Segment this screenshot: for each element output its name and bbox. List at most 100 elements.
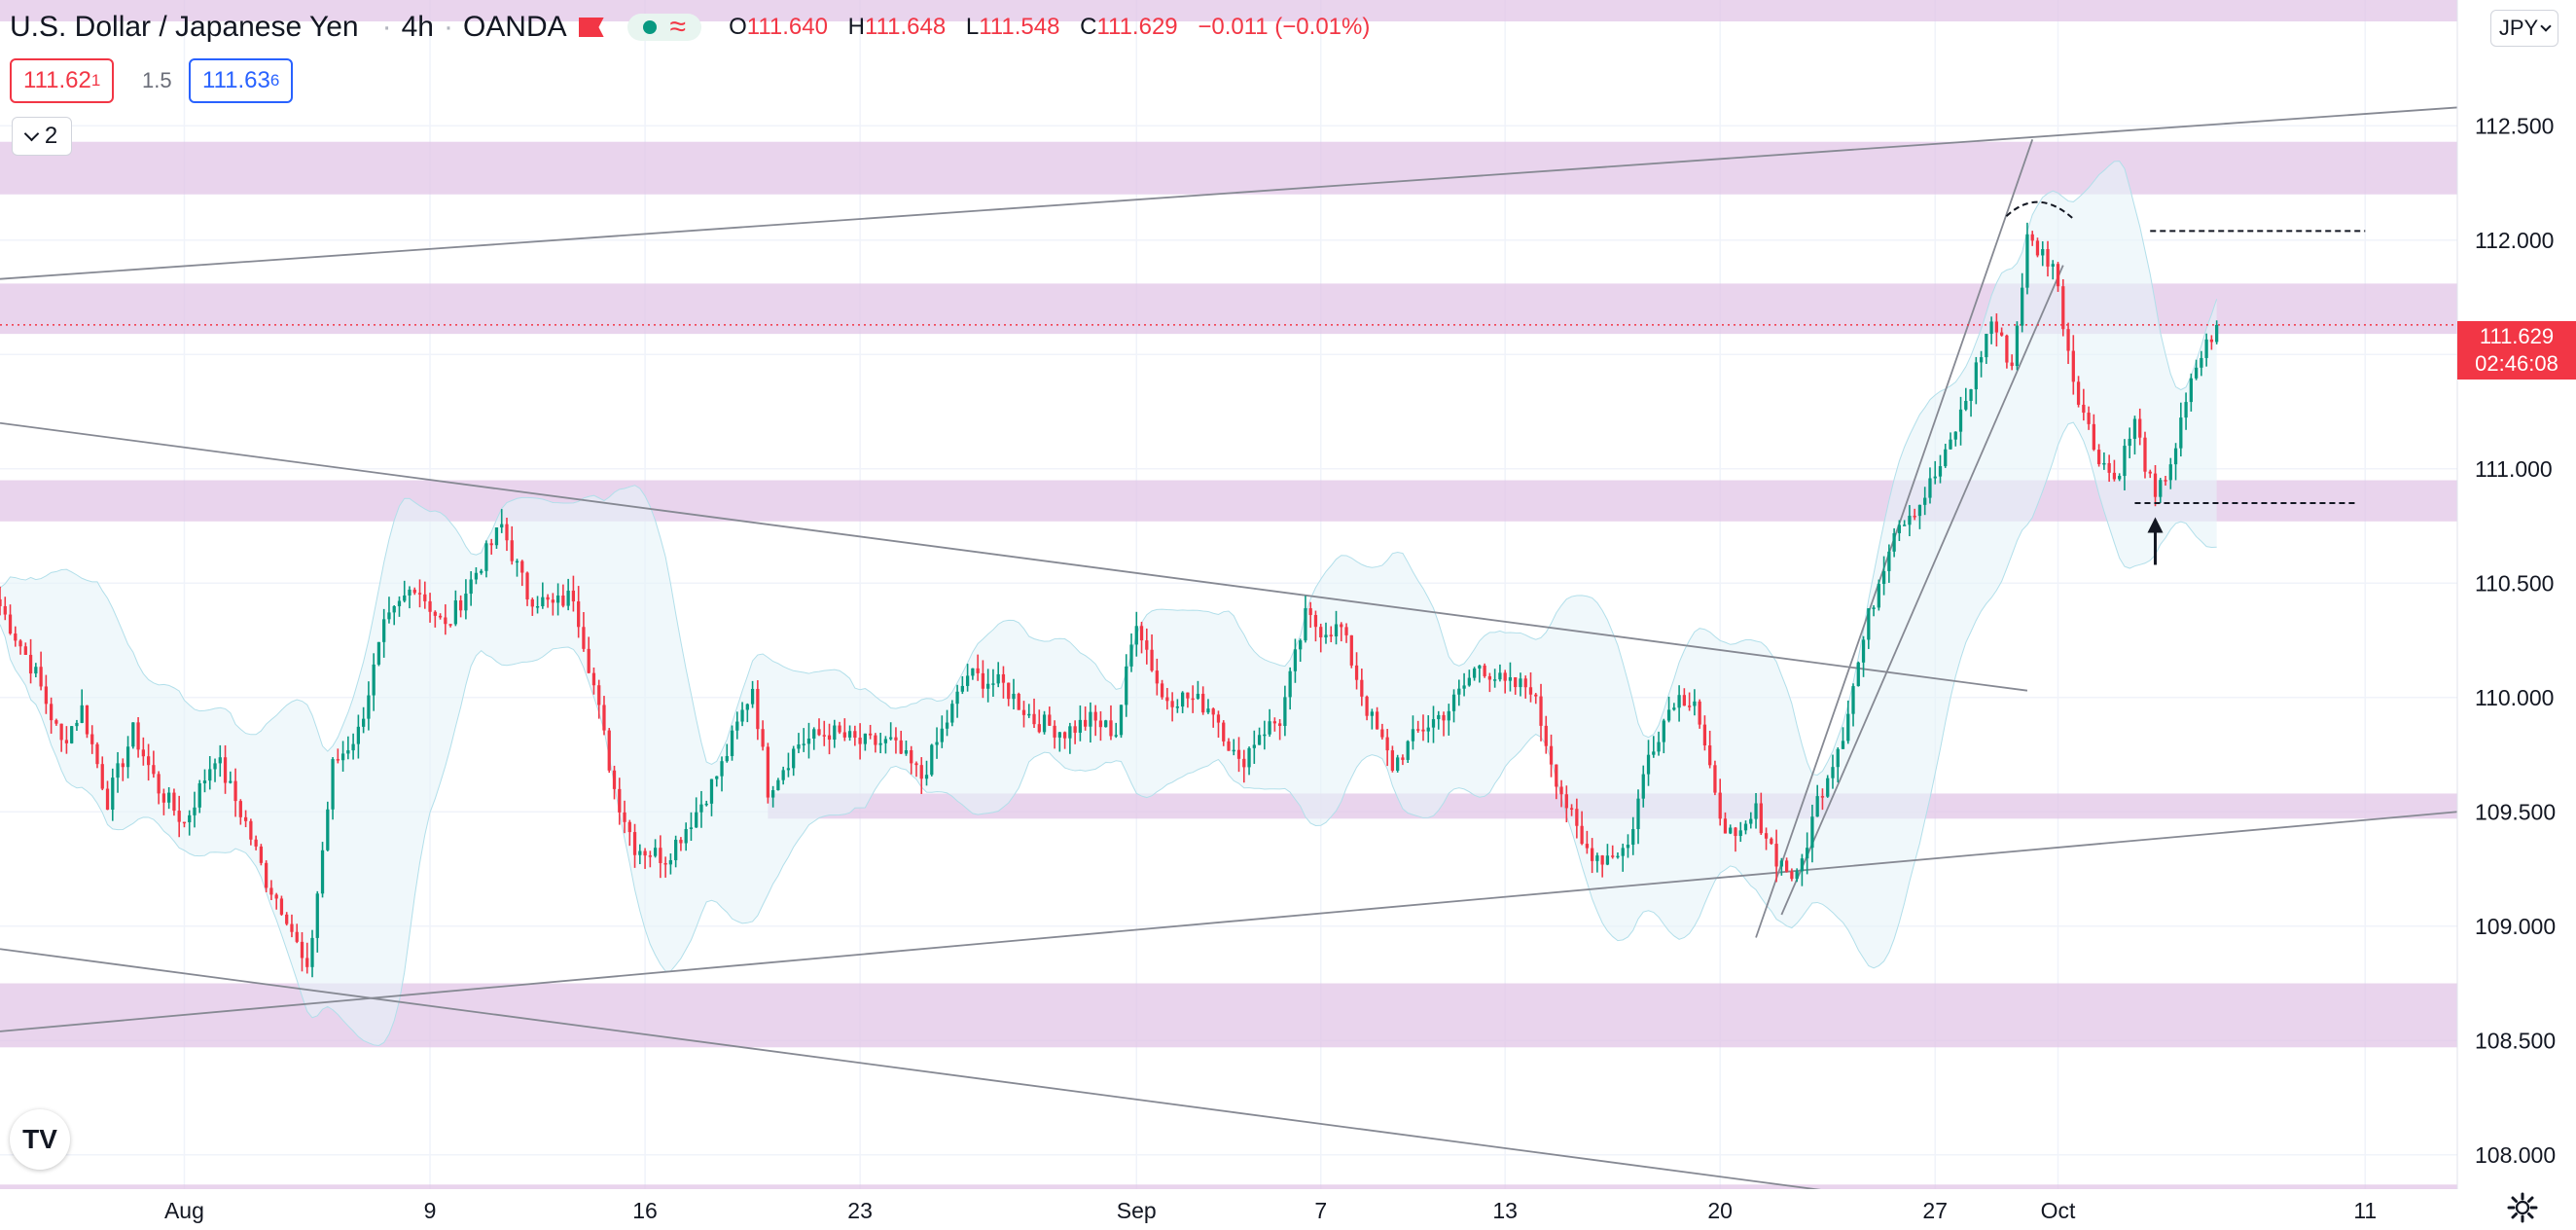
candle-body — [310, 937, 314, 967]
candle-body — [924, 775, 929, 779]
candle-body — [376, 641, 381, 665]
tradingview-logo-icon[interactable]: TV — [10, 1109, 70, 1170]
candle-body — [1923, 497, 1927, 505]
candle-body — [919, 765, 923, 779]
candle-body — [1800, 858, 1805, 872]
candle-body — [105, 788, 110, 811]
candle-body — [1145, 640, 1149, 650]
candle-body — [1580, 825, 1584, 845]
candle-body — [1723, 818, 1728, 834]
candle-body — [1682, 695, 1686, 706]
candle-body — [1867, 608, 1871, 640]
candle-body — [1313, 615, 1318, 628]
separator-dot: · — [381, 11, 392, 43]
candle-body — [2071, 350, 2075, 382]
candle-body — [1057, 732, 1061, 738]
gear-icon[interactable] — [2506, 1191, 2539, 1224]
candle-body — [254, 839, 258, 847]
candle-body — [1989, 321, 1993, 335]
market-status-pill[interactable]: ≈ — [626, 13, 702, 42]
candle-body — [668, 859, 673, 865]
candle-body — [1621, 848, 1625, 856]
candle-body — [2066, 329, 2070, 351]
candle-body — [1216, 714, 1221, 723]
candle-body — [1308, 608, 1312, 616]
buy-button[interactable]: 111.63 6 — [189, 58, 294, 103]
candle-body — [249, 820, 253, 840]
currency-button[interactable]: JPY — [2490, 10, 2558, 47]
candle-body — [1181, 692, 1185, 707]
separator-dot: · — [443, 11, 453, 43]
candle-body — [1078, 719, 1083, 733]
candle-body — [3, 605, 7, 615]
sell-button[interactable]: 111.62 1 — [10, 58, 115, 103]
candle-body — [766, 746, 770, 798]
candle-body — [1406, 741, 1410, 760]
candle-body — [971, 668, 975, 676]
candle-body — [340, 753, 345, 761]
candle-body — [1949, 439, 1952, 450]
candle-body — [1881, 570, 1886, 585]
candle-body — [1068, 726, 1072, 739]
chevron-down-icon — [23, 126, 40, 141]
flag-icon[interactable] — [578, 18, 604, 37]
exchange-label[interactable]: OANDA — [462, 11, 567, 43]
candle-body — [1354, 665, 1359, 680]
symbol-title[interactable]: U.S. Dollar / Japanese Yen — [10, 11, 359, 43]
candle-body — [914, 763, 918, 766]
candle-body — [1329, 634, 1333, 636]
legend-header: U.S. Dollar / Japanese Yen · 4h · OANDA … — [0, 0, 1383, 54]
candle-body — [1344, 627, 1348, 635]
candle-body — [1944, 449, 1948, 467]
change-value: −0.011 (−0.01%) — [1198, 14, 1371, 40]
candle-body — [2153, 473, 2158, 497]
candle-body — [607, 730, 611, 771]
candle-body — [858, 738, 862, 744]
candle-body — [1985, 334, 1988, 358]
candle-body — [356, 726, 361, 744]
last-price-label: 111.629 02:46:08 — [2457, 321, 2576, 380]
candle-body — [976, 668, 980, 673]
open-key: O — [729, 14, 747, 40]
candle-body — [474, 572, 479, 580]
indicators-count: 2 — [44, 123, 58, 149]
bar-countdown: 02:46:08 — [2475, 351, 2558, 376]
candle-body — [1483, 665, 1486, 676]
candle-body — [259, 846, 264, 863]
candle-body — [1662, 720, 1665, 742]
candle-body — [1242, 758, 1246, 768]
candle-body — [771, 790, 775, 798]
candle-body — [1693, 701, 1697, 706]
candle-body — [2189, 378, 2193, 403]
candle-body — [2030, 234, 2034, 241]
candle-body — [802, 743, 805, 745]
candle-body — [1903, 525, 1907, 526]
candle-body — [1263, 734, 1267, 737]
candle-body — [1431, 719, 1436, 728]
candle-body — [2143, 437, 2147, 472]
candle-body — [663, 862, 667, 865]
candle-body — [1375, 711, 1379, 730]
candle-body — [229, 780, 233, 783]
x-tick-label: 27 — [1922, 1198, 1948, 1223]
candle-body — [1779, 860, 1783, 867]
indicators-toggle-button[interactable]: 2 — [12, 117, 72, 156]
candle-body — [1272, 721, 1276, 724]
candle-body — [1447, 710, 1450, 721]
candle-body — [986, 683, 990, 689]
candle-body — [566, 590, 570, 606]
candle-body — [1687, 705, 1692, 707]
candle-body — [1953, 431, 1957, 440]
candle-body — [49, 704, 54, 721]
interval-label[interactable]: 4h — [401, 11, 434, 43]
candle-body — [218, 757, 222, 764]
candle-body — [1713, 765, 1717, 793]
candle-body — [1053, 725, 1056, 738]
candle-body — [444, 617, 447, 625]
candle-body — [305, 958, 309, 967]
candle-body — [1585, 844, 1590, 849]
candle-body — [14, 633, 18, 641]
candle-body — [761, 729, 765, 747]
candle-body — [1349, 634, 1353, 666]
